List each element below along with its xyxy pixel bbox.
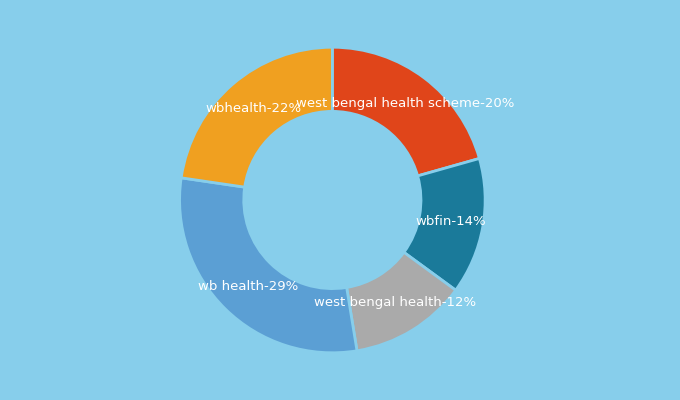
Text: west bengal health-12%: west bengal health-12% [314, 296, 477, 309]
Text: wbfin-14%: wbfin-14% [416, 215, 486, 228]
Text: west bengal health scheme-20%: west bengal health scheme-20% [296, 97, 514, 110]
Wedge shape [333, 47, 479, 176]
Wedge shape [404, 158, 485, 290]
Text: wb health-29%: wb health-29% [198, 280, 298, 292]
Wedge shape [181, 47, 333, 187]
Text: wbhealth-22%: wbhealth-22% [205, 102, 301, 115]
Wedge shape [347, 252, 456, 351]
Wedge shape [180, 178, 357, 353]
